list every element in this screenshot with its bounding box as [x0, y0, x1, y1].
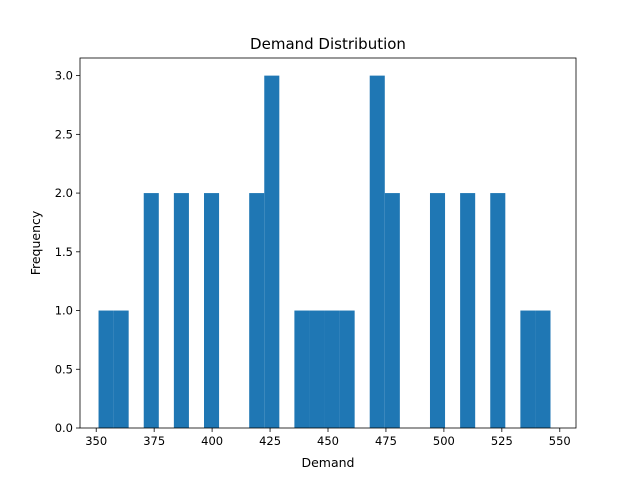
histogram-bar — [324, 310, 340, 428]
x-tick-label: 350 — [85, 434, 107, 448]
y-tick-label: 3.0 — [55, 69, 73, 83]
x-tick-label: 425 — [259, 434, 281, 448]
histogram-bar — [264, 75, 280, 428]
x-tick-label: 525 — [491, 434, 513, 448]
histogram-bar — [369, 75, 385, 428]
y-tick-label: 1.5 — [55, 245, 73, 259]
histogram-bar — [520, 310, 536, 428]
y-tick-label: 0.5 — [55, 362, 73, 376]
y-axis-label: Frequency — [28, 210, 43, 275]
x-tick-label: 500 — [433, 434, 455, 448]
histogram-bar — [98, 310, 114, 428]
x-tick-label: 400 — [201, 434, 223, 448]
histogram-bar — [309, 310, 325, 428]
histogram-bar — [384, 193, 400, 428]
x-axis-label: Demand — [301, 455, 354, 470]
histogram-bar — [460, 193, 476, 428]
histogram-bars — [98, 75, 551, 428]
histogram-bar — [143, 193, 159, 428]
y-tick-label: 2.5 — [55, 127, 73, 141]
x-tick-label: 550 — [549, 434, 571, 448]
y-tick-label: 1.0 — [55, 304, 73, 318]
histogram-bar — [294, 310, 310, 428]
histogram-bar — [535, 310, 551, 428]
y-tick-label: 2.0 — [55, 186, 73, 200]
histogram-bar — [429, 193, 446, 428]
x-tick-label: 450 — [317, 434, 339, 448]
x-tick-label: 475 — [375, 434, 397, 448]
y-axis-ticks: 0.0 0.5 1.0 1.5 2.0 2.5 3.0 — [55, 69, 80, 435]
histogram-bar — [249, 193, 265, 428]
histogram-bar — [173, 193, 189, 428]
chart-title: Demand Distribution — [250, 35, 406, 53]
x-tick-label: 375 — [143, 434, 165, 448]
y-tick-label: 0.0 — [55, 421, 73, 435]
x-axis-ticks: 350 375 400 425 450 475 500 525 550 — [85, 428, 571, 448]
histogram-bar — [490, 193, 506, 428]
histogram-bar — [339, 310, 355, 428]
histogram-bar — [113, 310, 129, 428]
histogram-bar — [204, 193, 220, 428]
